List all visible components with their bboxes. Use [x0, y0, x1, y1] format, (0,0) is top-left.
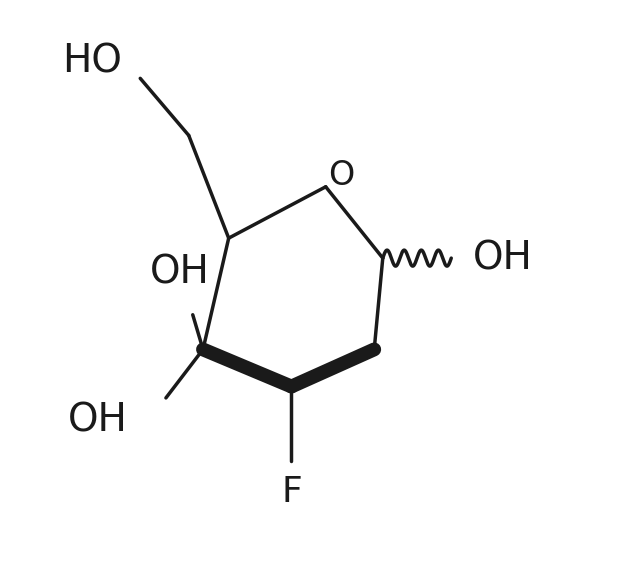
Text: OH: OH — [150, 254, 210, 291]
Text: OH: OH — [473, 239, 532, 277]
Text: OH: OH — [67, 402, 127, 440]
Text: O: O — [328, 159, 355, 192]
Text: HO: HO — [62, 42, 122, 80]
Text: F: F — [281, 475, 302, 509]
